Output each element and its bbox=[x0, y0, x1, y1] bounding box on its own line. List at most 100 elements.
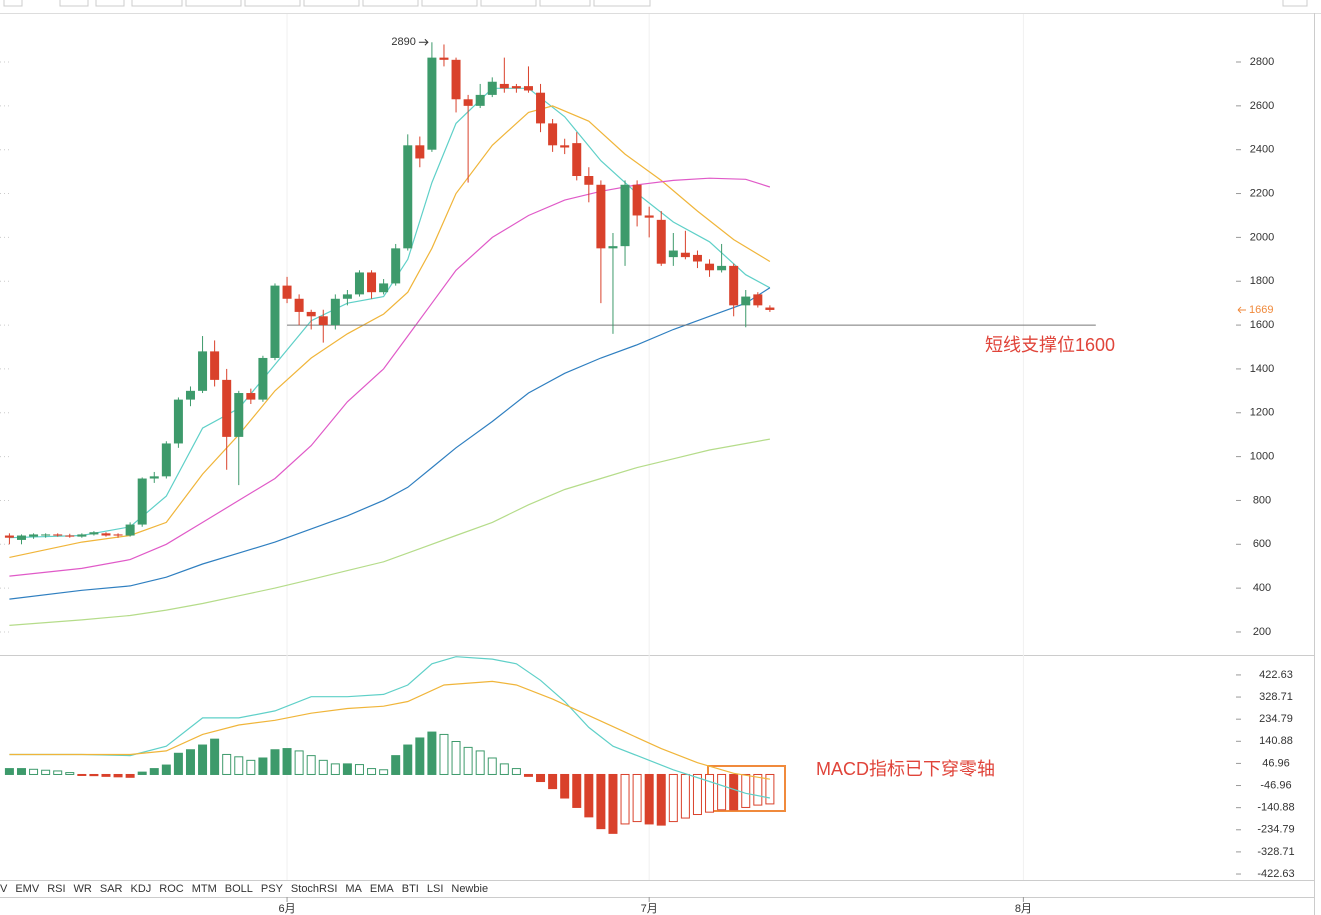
y-tick-label: 400 bbox=[1253, 582, 1271, 594]
candle-body bbox=[4, 535, 14, 538]
macd-bar bbox=[487, 757, 497, 775]
macd-bar bbox=[668, 773, 678, 823]
y-tick-label: -234.79 bbox=[1257, 824, 1294, 836]
macd-bar bbox=[270, 749, 280, 775]
candle-body bbox=[596, 184, 606, 249]
y-tick-label: 2400 bbox=[1250, 144, 1274, 156]
indicator-tab[interactable]: LSI bbox=[427, 883, 444, 895]
macd-annotation: MACD指标已下穿零轴 bbox=[816, 759, 995, 779]
candle-body bbox=[89, 532, 99, 535]
x-tick-label: 6月 bbox=[278, 903, 295, 915]
macd-bar bbox=[692, 773, 702, 816]
macd-bar bbox=[318, 759, 328, 775]
indicator-tab[interactable]: BTI bbox=[402, 883, 419, 895]
y-tick-label: -140.88 bbox=[1257, 802, 1294, 814]
indicator-tab[interactable]: Newbie bbox=[451, 883, 488, 895]
candle-body bbox=[741, 296, 751, 306]
macd-bar bbox=[342, 763, 352, 775]
indicator-tab[interactable]: RSI bbox=[47, 883, 65, 895]
candle-body bbox=[149, 476, 159, 479]
candle-body bbox=[668, 250, 678, 258]
macd-bar bbox=[185, 749, 195, 775]
macd-bar bbox=[705, 773, 715, 813]
x-tick-label: 8月 bbox=[1015, 903, 1032, 915]
indicator-tab[interactable]: EMV bbox=[15, 883, 40, 895]
candle-body bbox=[125, 524, 135, 536]
y-tick-label: 140.88 bbox=[1259, 735, 1293, 747]
macd-bar bbox=[210, 738, 220, 775]
indicator-tabs: V EMV RSI WR SAR KDJ ROC MTM BOLL PSY StochRSI MA EM… bbox=[0, 883, 488, 895]
macd-bar bbox=[77, 773, 87, 776]
indicator-tab[interactable]: WR bbox=[74, 883, 92, 895]
candle-body bbox=[560, 145, 570, 148]
macd-bar bbox=[572, 773, 582, 808]
indicator-tab[interactable]: BOLL bbox=[225, 883, 253, 895]
candle-body bbox=[403, 145, 413, 249]
macd-bar bbox=[89, 773, 99, 777]
y-tick-label: 2800 bbox=[1250, 56, 1274, 68]
macd-bar bbox=[523, 773, 533, 777]
last-price: 1669 bbox=[1249, 304, 1273, 316]
indicator-tab[interactable]: MA bbox=[345, 883, 362, 895]
indicator-tab[interactable]: EMA bbox=[370, 883, 395, 895]
macd-bar bbox=[234, 756, 244, 775]
indicator-tab[interactable]: KDJ bbox=[130, 883, 151, 895]
candle-body bbox=[487, 81, 497, 95]
macd-bar bbox=[282, 748, 292, 775]
macd-bar bbox=[741, 773, 751, 808]
price-arrow bbox=[1237, 306, 1246, 314]
candle-body bbox=[717, 265, 727, 271]
candle-body bbox=[584, 176, 594, 185]
candle-body bbox=[330, 298, 340, 326]
indicator-tab[interactable]: PSY bbox=[261, 883, 284, 895]
candle-body bbox=[632, 184, 642, 216]
toolbar bbox=[0, 0, 1321, 13]
candle-body bbox=[198, 351, 208, 391]
y-tick-label: 600 bbox=[1253, 538, 1271, 550]
candle-body bbox=[16, 535, 26, 540]
indicator-tab[interactable]: SAR bbox=[100, 883, 123, 895]
macd-bar bbox=[463, 746, 473, 775]
candle-body bbox=[608, 246, 618, 249]
macd-bar bbox=[161, 764, 171, 775]
macd-bar bbox=[620, 773, 630, 825]
macd-bar bbox=[680, 773, 690, 819]
macd-bar bbox=[41, 769, 51, 775]
candle-body bbox=[499, 83, 509, 89]
candle-body bbox=[294, 298, 304, 312]
candle-body bbox=[765, 307, 775, 310]
indicator-tab[interactable]: V bbox=[0, 883, 8, 895]
macd-bar bbox=[548, 773, 558, 790]
y-tick-label: 1600 bbox=[1250, 319, 1274, 331]
macd-bar bbox=[584, 773, 594, 818]
candle-body bbox=[692, 254, 702, 262]
macd-bar bbox=[415, 737, 425, 775]
macd-bar bbox=[511, 768, 521, 775]
y-tick-label: 1200 bbox=[1250, 407, 1274, 419]
candle-body bbox=[463, 99, 473, 106]
macd-bar bbox=[439, 733, 449, 775]
candle-body bbox=[427, 57, 437, 150]
macd-bar bbox=[113, 773, 123, 778]
macd-bar bbox=[379, 769, 389, 775]
y-tick-label: 328.71 bbox=[1259, 691, 1293, 703]
y-tick-label: 2200 bbox=[1250, 187, 1274, 199]
macd-bar bbox=[173, 752, 183, 775]
macd-bar bbox=[753, 773, 763, 806]
macd-bar bbox=[717, 773, 727, 811]
y-tick-label: 800 bbox=[1253, 494, 1271, 506]
line-series bbox=[9, 287, 771, 600]
macd-bar bbox=[101, 773, 111, 777]
y-tick-label: -328.71 bbox=[1257, 846, 1294, 858]
macd-bar bbox=[137, 771, 147, 775]
candle-body bbox=[367, 272, 377, 293]
candle-body bbox=[53, 534, 63, 536]
candle-body bbox=[222, 379, 232, 437]
macd-bar bbox=[29, 768, 39, 775]
indicator-tab[interactable]: ROC bbox=[159, 883, 184, 895]
indicator-tab[interactable]: MTM bbox=[192, 883, 217, 895]
y-tick-label: 2000 bbox=[1250, 231, 1274, 243]
candle-body bbox=[101, 533, 111, 536]
indicator-tab[interactable]: StochRSI bbox=[291, 883, 337, 895]
